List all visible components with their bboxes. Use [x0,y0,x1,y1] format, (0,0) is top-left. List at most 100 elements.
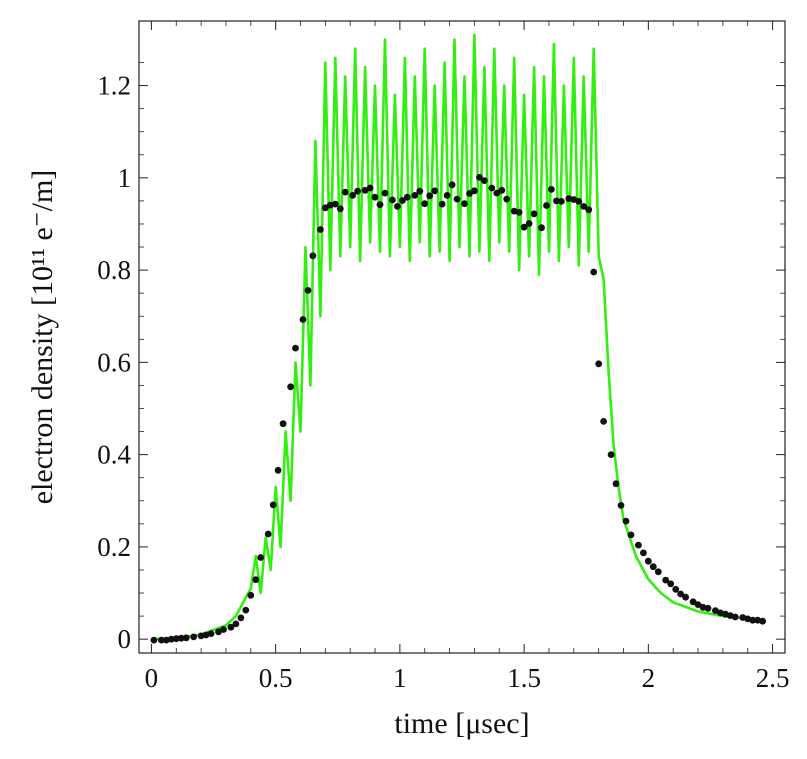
measured-point [644,557,652,565]
measured-point [575,198,583,205]
y-tick-label: 0.4 [97,440,131,470]
measured-point [182,634,190,642]
measured-point [349,192,357,199]
measured-point [279,420,287,428]
x-tick-label: 1.5 [507,663,541,693]
measured-point [585,206,593,214]
measured-point [677,590,684,598]
measured-point [520,223,528,231]
measured-point [366,184,374,192]
measured-point [595,360,603,368]
measured-point [461,200,468,208]
measured-point [299,316,307,323]
measured-series [150,174,766,644]
x-tick-label: 2.5 [756,663,790,693]
measured-point [682,593,689,601]
measured-point [580,203,588,210]
measured-point [207,630,215,637]
tick-labels: 0 0.5 1 1.5 2 2.5 0 0.2 0.4 0.6 0.8 1 1.2 [97,71,789,693]
measured-point [493,189,501,197]
measured-point [389,196,396,204]
x-tick-label: 0 [145,663,159,693]
measured-point [411,192,419,199]
measured-point [759,617,766,625]
y-tick-label: 1.2 [97,71,131,101]
measured-point [654,568,662,576]
measured-point [553,197,560,205]
measured-point [371,193,379,201]
measured-point [264,530,272,538]
measured-point [247,591,255,599]
measured-point [476,174,483,181]
measured-point [394,203,401,210]
measured-point [150,636,158,644]
x-tick-label: 2 [642,663,656,693]
measured-point [292,344,299,352]
measured-point [662,576,670,584]
measured-point [530,210,538,218]
measured-point [453,195,461,203]
measured-point [558,198,565,205]
measured-point [617,502,625,509]
measured-point [704,604,712,612]
measured-point [448,181,456,189]
measured-point [488,184,496,192]
measured-point [269,501,277,509]
measured-point [416,187,424,195]
measured-point [399,197,406,204]
measured-point [403,193,411,201]
measured-point [321,204,329,212]
y-tick-label: 0.8 [97,255,131,285]
measured-point [600,418,607,425]
measured-point [257,554,265,561]
measured-point [172,635,180,643]
measured-point [317,226,324,233]
measured-point [331,200,339,208]
x-tick-label: 1 [393,663,407,693]
y-tick-label: 0.2 [97,532,131,562]
measured-point [612,480,620,488]
measured-point [341,188,349,196]
measured-point [177,634,185,642]
measured-point [640,549,647,557]
y-tick-label: 0 [118,624,132,654]
measured-point [426,192,434,200]
measured-point [381,189,389,197]
measured-point [649,563,657,571]
measured-point [548,186,555,193]
measured-point [287,383,294,391]
y-tick-label: 1 [118,163,132,193]
plot-frame [138,20,786,654]
measured-point [538,224,545,232]
measured-point [376,201,384,209]
measured-point [438,200,446,208]
measured-point [309,252,317,260]
measured-point [667,580,675,588]
measured-point [190,633,198,641]
measured-point [515,209,523,216]
measured-point [590,268,598,276]
measured-point [232,620,240,628]
axis-ticks [139,21,785,653]
measured-point [421,200,429,208]
measured-point [304,287,312,294]
measured-point [242,606,250,614]
x-axis-label: time [μsec] [394,707,529,740]
measured-point [237,614,245,622]
measured-point [431,187,439,195]
y-tick-label: 0.6 [97,347,131,377]
measured-point [749,616,757,624]
measured-point [503,195,511,203]
measured-point [471,187,478,195]
measured-point [481,177,488,185]
measured-point [694,601,702,608]
measured-point [731,613,739,621]
measured-point [252,576,260,584]
measured-point [672,585,680,593]
simulation-series [151,33,763,641]
measured-point [627,531,635,539]
measured-point [274,466,282,474]
measured-point [635,541,642,549]
y-axis-label: electron density [10¹¹ e⁻/m] [26,170,59,505]
